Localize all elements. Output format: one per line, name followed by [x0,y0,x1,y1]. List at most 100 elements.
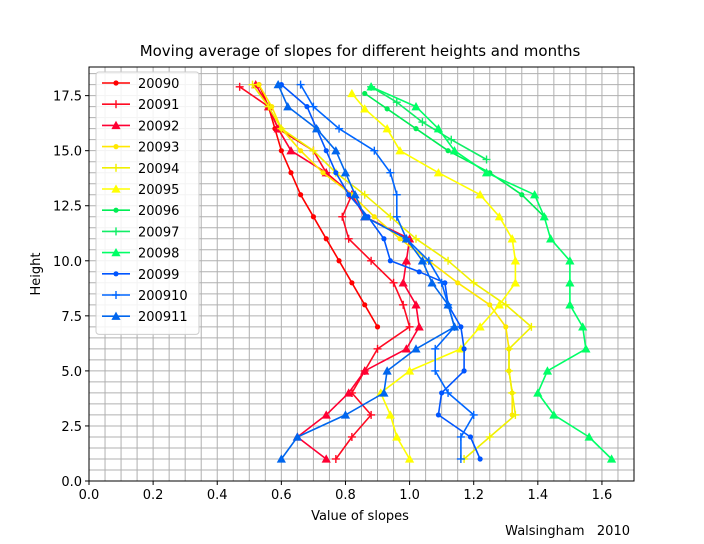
series-20090-point [288,170,294,176]
series-20096-point [362,90,368,97]
series-20091-point [235,82,244,91]
series-20095-point [475,190,485,199]
series-20094-point [501,300,510,309]
y-axis-label: Height [29,253,44,296]
series-200910-point [469,410,478,419]
series-20094-point [469,278,478,287]
x-tick-label: 1.2 [463,488,484,503]
series-20097 [367,82,491,164]
series-20096-point [445,148,451,154]
y-tick-label: 0.0 [61,475,82,490]
series-20091-point [405,322,414,331]
legend-label: 20096 [138,204,179,219]
series-20094-point [504,344,513,353]
legend-20092-point [111,120,121,130]
series-20099-point [387,258,393,264]
series-20094-point [309,146,318,155]
series-20095-point [382,124,392,133]
series-200911-point [449,322,460,331]
legend-20098-point [111,248,121,257]
series-20093-point [503,324,509,330]
legend-item: 20092 [102,119,179,134]
series-20098-point [542,366,553,375]
series-200910-point [309,102,318,111]
series-20090-point [362,302,368,308]
series-200911-point [292,432,302,441]
series-20096-point [384,106,390,112]
series-20095-point [360,104,370,113]
legend-label: 20099 [138,268,179,283]
series-20091-point [344,234,353,243]
x-axis-label: Value of slopes [311,509,409,524]
legend-item: 200911 [102,310,188,325]
series-20095-point [433,168,444,177]
legend-20091-point [112,100,120,109]
series-200911-point [382,366,392,375]
series-200910-point [431,344,440,353]
legend-item: 200910 [102,289,188,304]
legend-item: 20094 [102,162,179,177]
series-20090-line [258,84,379,328]
series-200910-line [299,84,475,459]
x-tick-label: 1.4 [527,488,548,503]
y-tick-label: 12.5 [53,200,82,215]
series-20099-point [416,269,422,275]
series-200910-point [370,146,379,155]
series-20099-point [381,236,387,242]
series-200910-point [431,366,440,375]
series-20094-point [527,322,536,331]
series-20092-point [401,256,411,265]
y-tick-label: 15.0 [53,145,82,160]
series-20098-point [481,168,492,177]
series-20095-point [392,432,402,441]
chart-title: Moving average of slopes for different h… [140,42,581,60]
series-20095-point [404,366,415,375]
series-20093-point [371,214,377,220]
series-200911 [273,80,460,463]
series-20098-point [539,212,549,221]
series-20098-point [433,124,444,133]
series-20094-point [485,432,494,441]
series-20094-point [504,366,513,375]
legend-item: 20090 [102,77,179,92]
x-tick-label: 0.2 [143,488,164,503]
legend-label: 20095 [138,183,179,198]
series-20094-point [360,190,369,199]
series-20095-point [510,278,520,287]
series-layer [235,80,617,463]
x-tick-label: 0.0 [79,488,100,503]
series-20099 [278,82,483,462]
series-20092-point [360,366,370,375]
series-200910-point [437,278,446,287]
series-200911-line [277,84,456,460]
series-20093-point [320,170,326,176]
legend-item: 20099 [102,268,179,283]
axes: 0.0 0.2 0.4 0.6 0.8 1.0 1.2 1.4 1.6 0.0 2.5 5.0 7.5 1… [53,90,612,503]
legend-label: 20092 [138,119,179,134]
legend-20093-point [113,144,119,150]
series-20095-point [475,322,485,331]
series-20095-point [494,212,504,221]
x-tick-label: 0.8 [335,488,356,503]
series-200911-point [350,190,360,199]
series-20098-point [533,388,543,397]
legend-item: 20098 [102,247,179,262]
series-20092-point [401,344,411,353]
x-tick-label: 0.4 [207,488,228,503]
legend-label: 20098 [138,247,179,262]
series-20099-point [346,192,352,198]
legend-item: 20097 [102,225,179,240]
y-tick-label: 7.5 [61,310,82,325]
series-20098-point [578,322,588,331]
series-20090-point [349,280,355,286]
legend-item: 20096 [102,204,179,219]
series-20094 [248,80,536,463]
legend-20094-point [112,163,120,172]
legend-item: 20091 [102,98,179,113]
series-20091-point [389,278,398,287]
series-20093-point [487,302,493,308]
series-20098-point [565,278,575,287]
series-20091-point [338,212,347,221]
